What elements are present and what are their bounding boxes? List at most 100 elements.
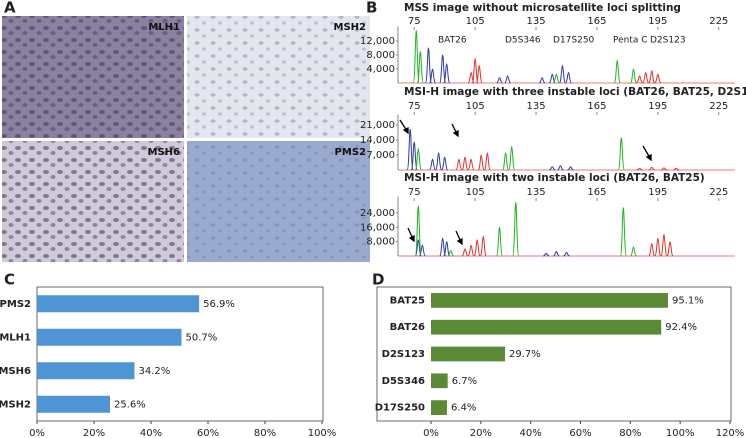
y-tick-label: 16,000 (360, 222, 395, 233)
bar (431, 293, 668, 308)
category-label: MSH6 (0, 366, 31, 377)
x-tick-label: 105 (466, 16, 485, 27)
peak (429, 68, 437, 84)
panel-label: A (4, 0, 16, 17)
x-tick-label: 80% (254, 428, 276, 438)
annotation: D17S250 (553, 36, 595, 46)
peak (673, 167, 680, 171)
peak (553, 251, 560, 257)
peak (660, 234, 668, 257)
chart-title: MSI-H image with three instable loci (BA… (404, 86, 746, 98)
category-label: D5S346 (382, 376, 425, 387)
x-tick-label: 40% (140, 428, 162, 438)
x-tick-label: 75 (408, 101, 421, 112)
peak (479, 235, 487, 257)
arrows (399, 119, 652, 246)
peak (461, 156, 469, 171)
category-label: MLH1 (0, 332, 31, 343)
peak (441, 156, 449, 171)
peak (613, 59, 621, 84)
category-label: D2S123 (382, 349, 425, 360)
x-tick-label: 0% (29, 428, 45, 438)
x-tick-label: 75 (408, 187, 421, 198)
peak (553, 73, 560, 84)
x-tick-label: 100% (308, 428, 337, 438)
peak (543, 252, 550, 257)
x-tick-label: 135 (527, 16, 546, 27)
peak (636, 167, 643, 171)
value-label: 25.6% (114, 399, 146, 410)
image-texture (187, 141, 370, 262)
peak (567, 166, 574, 171)
peak (642, 71, 649, 84)
peak (512, 201, 520, 257)
image-texture (2, 16, 184, 138)
category-label: BAT25 (390, 295, 425, 306)
x-tick-label: 0% (423, 428, 439, 438)
x-tick-label: 105 (466, 101, 485, 112)
peak (443, 63, 451, 84)
panel-label: B (366, 0, 377, 17)
peak (502, 152, 510, 171)
x-tick-label: 40% (520, 428, 542, 438)
y-tick-label: 24,000 (360, 208, 395, 219)
peak (648, 242, 656, 257)
peak (477, 154, 485, 171)
peak (414, 148, 422, 171)
bar (431, 346, 506, 362)
peak (475, 64, 483, 84)
value-label: 6.4% (451, 403, 476, 414)
x-tick-label: 165 (587, 187, 606, 198)
bar (431, 319, 662, 335)
category-label: PMS2 (0, 299, 31, 310)
plot-frame (376, 286, 732, 422)
arrow-head (408, 234, 415, 243)
peak (439, 237, 447, 257)
value-label: 6.7% (452, 376, 477, 387)
peak (549, 166, 556, 171)
ihc-images: MLH1 MSH2 MSH6 PMS2 (2, 16, 370, 262)
peak (549, 73, 556, 84)
image-label: MLH1 (148, 22, 180, 33)
x-tick-label: 195 (648, 187, 667, 198)
x-tick-label: 225 (709, 187, 728, 198)
panel-label: D (372, 271, 384, 289)
x-tick-label: 75 (408, 16, 421, 27)
y-tick-label: 4,000 (366, 64, 395, 75)
chart-title: MSI-H image with two instable loci (BAT2… (404, 172, 705, 184)
peak (473, 239, 481, 257)
peak (565, 71, 572, 84)
x-tick-label: 225 (709, 16, 728, 27)
x-tick-label: 165 (587, 16, 606, 27)
chart-title: MSS image without microsatellite loci sp… (404, 2, 681, 14)
peak (557, 165, 564, 171)
peak (538, 77, 546, 84)
value-label: 29.7% (509, 349, 541, 360)
image-texture (187, 16, 370, 138)
x-tick-label: 195 (648, 101, 667, 112)
peak (660, 167, 668, 171)
image-label: PMS2 (335, 147, 366, 158)
peak (666, 241, 674, 257)
peak (461, 248, 469, 257)
arrow-head (456, 237, 463, 246)
peak (654, 73, 662, 84)
peak (508, 145, 516, 171)
peak (636, 75, 643, 84)
x-tick-label: 120% (716, 428, 745, 438)
peak (471, 57, 479, 84)
y-tick-label: 14,000 (360, 135, 395, 146)
peak (410, 141, 418, 171)
peak (504, 75, 511, 84)
x-tick-label: 135 (527, 187, 546, 198)
value-label: 34.2% (138, 366, 170, 377)
x-tick-label: 195 (648, 16, 667, 27)
y-tick-label: 7,000 (366, 150, 395, 161)
arrow-head (452, 129, 459, 138)
x-tick-label: 100% (666, 428, 695, 438)
peak (496, 226, 504, 257)
annotation: BAT26 (438, 36, 467, 46)
peak (648, 166, 655, 171)
x-tick-label: 20% (470, 428, 492, 438)
